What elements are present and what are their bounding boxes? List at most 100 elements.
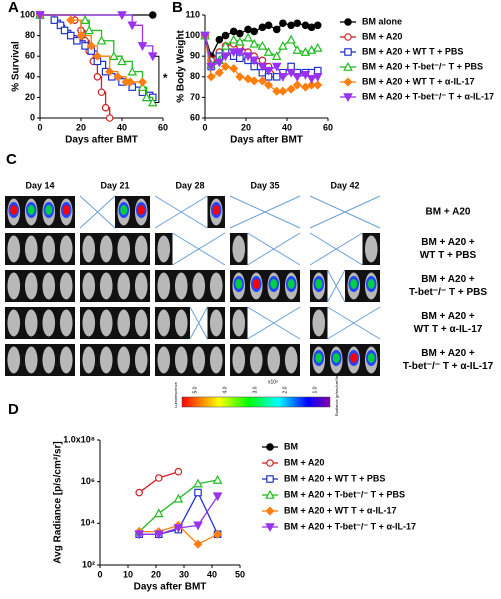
data-point: [134, 530, 145, 540]
x-tick-label: 20: [76, 122, 86, 132]
mouse: [42, 235, 56, 263]
legend-label: BM + A20 + T-bet⁻/⁻ T + α-IL-17: [284, 521, 416, 531]
legend-label: BM + A20: [284, 457, 324, 467]
cross: [79, 195, 116, 229]
colorbar-left: Luminescence: [173, 381, 178, 408]
mouse: [7, 346, 21, 374]
signal: [10, 205, 18, 215]
data-point: [236, 29, 244, 38]
panel-label: A: [8, 0, 19, 16]
data-point: [286, 84, 296, 94]
data-point: [86, 41, 96, 51]
data-point: [212, 474, 223, 484]
y-tick-label: 80: [25, 30, 35, 40]
mouse: [134, 309, 148, 337]
group-label: WT T + α-IL-17: [414, 324, 483, 335]
mouse: [59, 346, 73, 374]
signal: [45, 205, 53, 215]
data-point: [263, 66, 274, 76]
mouse: [134, 235, 148, 263]
signal: [137, 205, 145, 215]
data-point: [312, 72, 323, 82]
mouse: [117, 272, 131, 300]
y-tick-label: 60: [25, 51, 35, 61]
data-point: [214, 58, 225, 68]
x-tick-label: 20: [241, 122, 251, 132]
y-tick-label: 100: [20, 9, 35, 19]
x-axis-label: Days after BMT: [65, 135, 138, 146]
mouse: [209, 346, 223, 374]
cross: [309, 195, 381, 229]
data-point: [306, 75, 317, 84]
data-point: [249, 56, 260, 66]
data-point: [174, 467, 183, 476]
day-label: Day 14: [25, 180, 54, 190]
day-label: Day 21: [100, 180, 129, 190]
x-tick-label: 60: [158, 122, 168, 132]
data-point: [173, 493, 184, 503]
data-point: [220, 61, 231, 72]
mouse: [232, 309, 246, 337]
y-tick-label: 10²: [82, 559, 95, 569]
data-point: [206, 62, 216, 72]
mouse: [59, 235, 73, 263]
data-point: [257, 40, 268, 50]
group-label: WT T + PBS: [420, 250, 477, 261]
x-tick-label: 20: [151, 569, 161, 579]
mouse: [157, 235, 171, 263]
x-tick-label: 0: [202, 122, 207, 132]
y-tick-label: 110: [185, 9, 200, 19]
legend-marker: [343, 61, 353, 71]
colorbar-tick: 1.0: [312, 386, 318, 393]
legend-marker: [344, 18, 352, 26]
data-point: [243, 52, 253, 62]
data-point: [257, 76, 267, 86]
data-point: [127, 21, 138, 31]
y-axis-label: % Body Weight: [176, 30, 187, 103]
data-point: [127, 66, 138, 76]
x-tick-label: 0: [97, 569, 102, 579]
y-tick-label: 10⁴: [81, 518, 95, 528]
data-point: [84, 25, 95, 35]
mouse: [82, 235, 96, 263]
legend-marker: [344, 33, 352, 41]
cross: [327, 269, 346, 303]
group-label: BM + A20 +: [421, 311, 475, 322]
data-point: [66, 15, 76, 25]
data-point: [35, 11, 45, 21]
data-point: [155, 474, 163, 482]
data-point: [278, 86, 288, 96]
y-tick-label: 70: [190, 92, 200, 102]
data-point: [235, 48, 245, 58]
mouse: [82, 272, 96, 300]
mouse: [82, 346, 96, 374]
data-point: [243, 32, 253, 42]
data-point: [250, 27, 259, 36]
data-point: [214, 68, 224, 78]
x-tick-label: 40: [282, 122, 292, 132]
day-label: Day 42: [330, 180, 359, 190]
legend-label: BM + A20 + T-bet⁻/⁻ T + PBS: [284, 489, 405, 499]
data-point: [313, 80, 323, 90]
mouse: [117, 235, 131, 263]
mouse: [157, 346, 171, 374]
data-point: [249, 76, 259, 86]
data-point: [173, 524, 184, 534]
data-point: [272, 25, 281, 34]
mouse: [209, 272, 223, 300]
group-label: T-bet⁻/⁻ T + α-IL-17: [403, 361, 494, 372]
data-point: [293, 19, 302, 28]
data-point: [147, 52, 158, 62]
group-label: BM + A20: [426, 207, 471, 218]
legend-marker: [343, 93, 353, 103]
data-point: [212, 492, 223, 502]
data-point: [56, 21, 65, 30]
mouse: [59, 309, 73, 337]
data-point: [307, 68, 316, 77]
mouse: [174, 272, 188, 300]
mouse: [42, 346, 56, 374]
data-point: [193, 521, 203, 531]
cross: [327, 306, 381, 340]
y-tick-label: 0: [30, 112, 35, 122]
data-point: [80, 15, 90, 24]
